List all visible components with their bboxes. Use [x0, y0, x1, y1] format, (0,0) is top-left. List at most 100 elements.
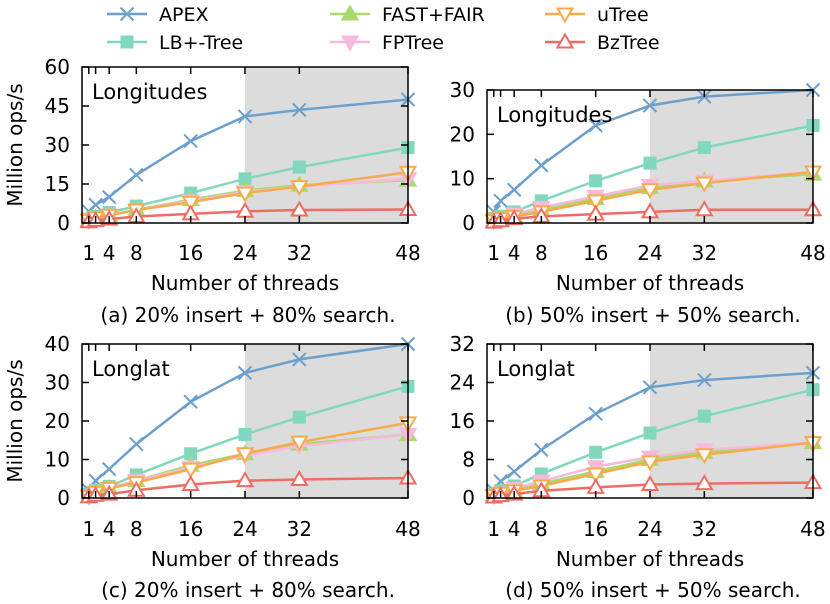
panel-caption: (c) 20% insert + 80% search. [101, 578, 395, 602]
data-point [493, 193, 508, 209]
data-point [640, 475, 660, 492]
y-tick-label: 60 [45, 55, 70, 79]
data-point [181, 195, 200, 212]
x-tick-label: 8 [535, 241, 548, 265]
legend-marker [120, 35, 134, 49]
data-point [642, 98, 658, 113]
data-point [695, 448, 714, 465]
data-point [183, 394, 198, 409]
x-tick-label: 16 [178, 241, 203, 265]
x-tick-label: 32 [287, 517, 312, 541]
panel-label: Longitudes [92, 80, 207, 104]
data-point [643, 426, 657, 440]
data-point [235, 186, 255, 203]
data-point [642, 380, 658, 395]
data-point [237, 109, 253, 124]
x-tick-label: 16 [583, 241, 608, 265]
x-tick-label: 32 [692, 517, 717, 541]
y-tick-label: 8 [462, 448, 475, 472]
y-tick-label: 30 [45, 371, 70, 395]
x-tick-label: 32 [692, 241, 717, 265]
y-tick-label: 30 [450, 78, 475, 102]
y-tick-label: 30 [45, 133, 70, 157]
legend-entry-bztree: BzTree [545, 32, 660, 54]
legend-label: FPTree [382, 32, 444, 54]
data-point [129, 167, 144, 183]
x-tick-label: 4 [103, 517, 116, 541]
x-tick-label: 4 [103, 241, 116, 265]
data-point [640, 183, 660, 200]
data-point [534, 158, 549, 173]
x-tick-label: 1 [82, 517, 95, 541]
y-tick-label: 32 [450, 332, 475, 356]
x-tick-label: 24 [232, 241, 257, 265]
shaded-region [245, 67, 408, 223]
x-axis-title: Number of threads [151, 271, 339, 295]
legend: APEX LB+-Tree FAST+FAIR FPTree uTree BzTree [107, 4, 660, 54]
x-tick-label: 1 [487, 517, 500, 541]
data-point [534, 442, 549, 458]
x-tick-label: 8 [130, 517, 143, 541]
legend-entry-apex: APEX [107, 4, 208, 26]
y-axis-title: Million ops/s [3, 83, 27, 206]
data-point [697, 372, 712, 388]
data-point [695, 200, 714, 217]
y-tick-label: 20 [450, 122, 475, 146]
data-point [101, 189, 117, 205]
data-point [589, 445, 603, 459]
data-point [292, 410, 306, 424]
x-tick-label: 1 [82, 241, 95, 265]
x-axis-title: Number of threads [151, 547, 339, 571]
x-tick-label: 24 [232, 517, 257, 541]
x-tick-label: 48 [800, 517, 825, 541]
legend-label: LB+-Tree [159, 32, 243, 54]
data-point [235, 471, 255, 488]
y-tick-label: 24 [450, 371, 475, 395]
legend-label: BzTree [597, 32, 660, 54]
panel-caption: (b) 50% insert + 50% search. [505, 303, 801, 327]
legend-marker [555, 32, 575, 49]
data-point [101, 461, 117, 477]
x-tick-label: 16 [178, 517, 203, 541]
x-tick-label: 8 [130, 241, 143, 265]
y-axis-title: Million ops/s [3, 359, 27, 482]
x-tick-label: 48 [800, 241, 825, 265]
data-point [88, 197, 103, 213]
data-point [237, 365, 253, 381]
data-point [290, 180, 309, 197]
x-tick-label: 24 [637, 517, 662, 541]
shaded-region [650, 344, 813, 498]
data-point [586, 194, 605, 211]
data-point [643, 156, 657, 170]
panel-label: Longitudes [497, 103, 612, 127]
data-point [588, 406, 603, 421]
legend-entry-fptree: FPTree [330, 32, 444, 54]
data-point [129, 436, 144, 452]
data-point [183, 133, 198, 149]
data-point [290, 470, 309, 487]
data-point [695, 176, 714, 193]
data-point [695, 474, 714, 491]
panel-caption: (d) 50% insert + 50% search. [505, 578, 801, 602]
series-bztree [484, 200, 823, 229]
legend-marker [340, 4, 360, 21]
x-tick-label: 4 [508, 517, 521, 541]
x-tick-label: 48 [395, 517, 420, 541]
y-tick-label: 10 [45, 448, 70, 472]
data-point [181, 475, 200, 492]
data-point [697, 141, 711, 155]
data-point [181, 462, 200, 479]
legend-entry-utree: uTree [545, 4, 649, 26]
series-bztree [79, 468, 418, 504]
series-bztree [79, 199, 418, 229]
shaded-region [245, 344, 408, 498]
y-tick-label: 0 [57, 486, 70, 510]
y-tick-label: 0 [57, 211, 70, 235]
y-tick-label: 20 [45, 409, 70, 433]
data-point [588, 118, 603, 133]
panel-label: Longlat [92, 357, 170, 381]
